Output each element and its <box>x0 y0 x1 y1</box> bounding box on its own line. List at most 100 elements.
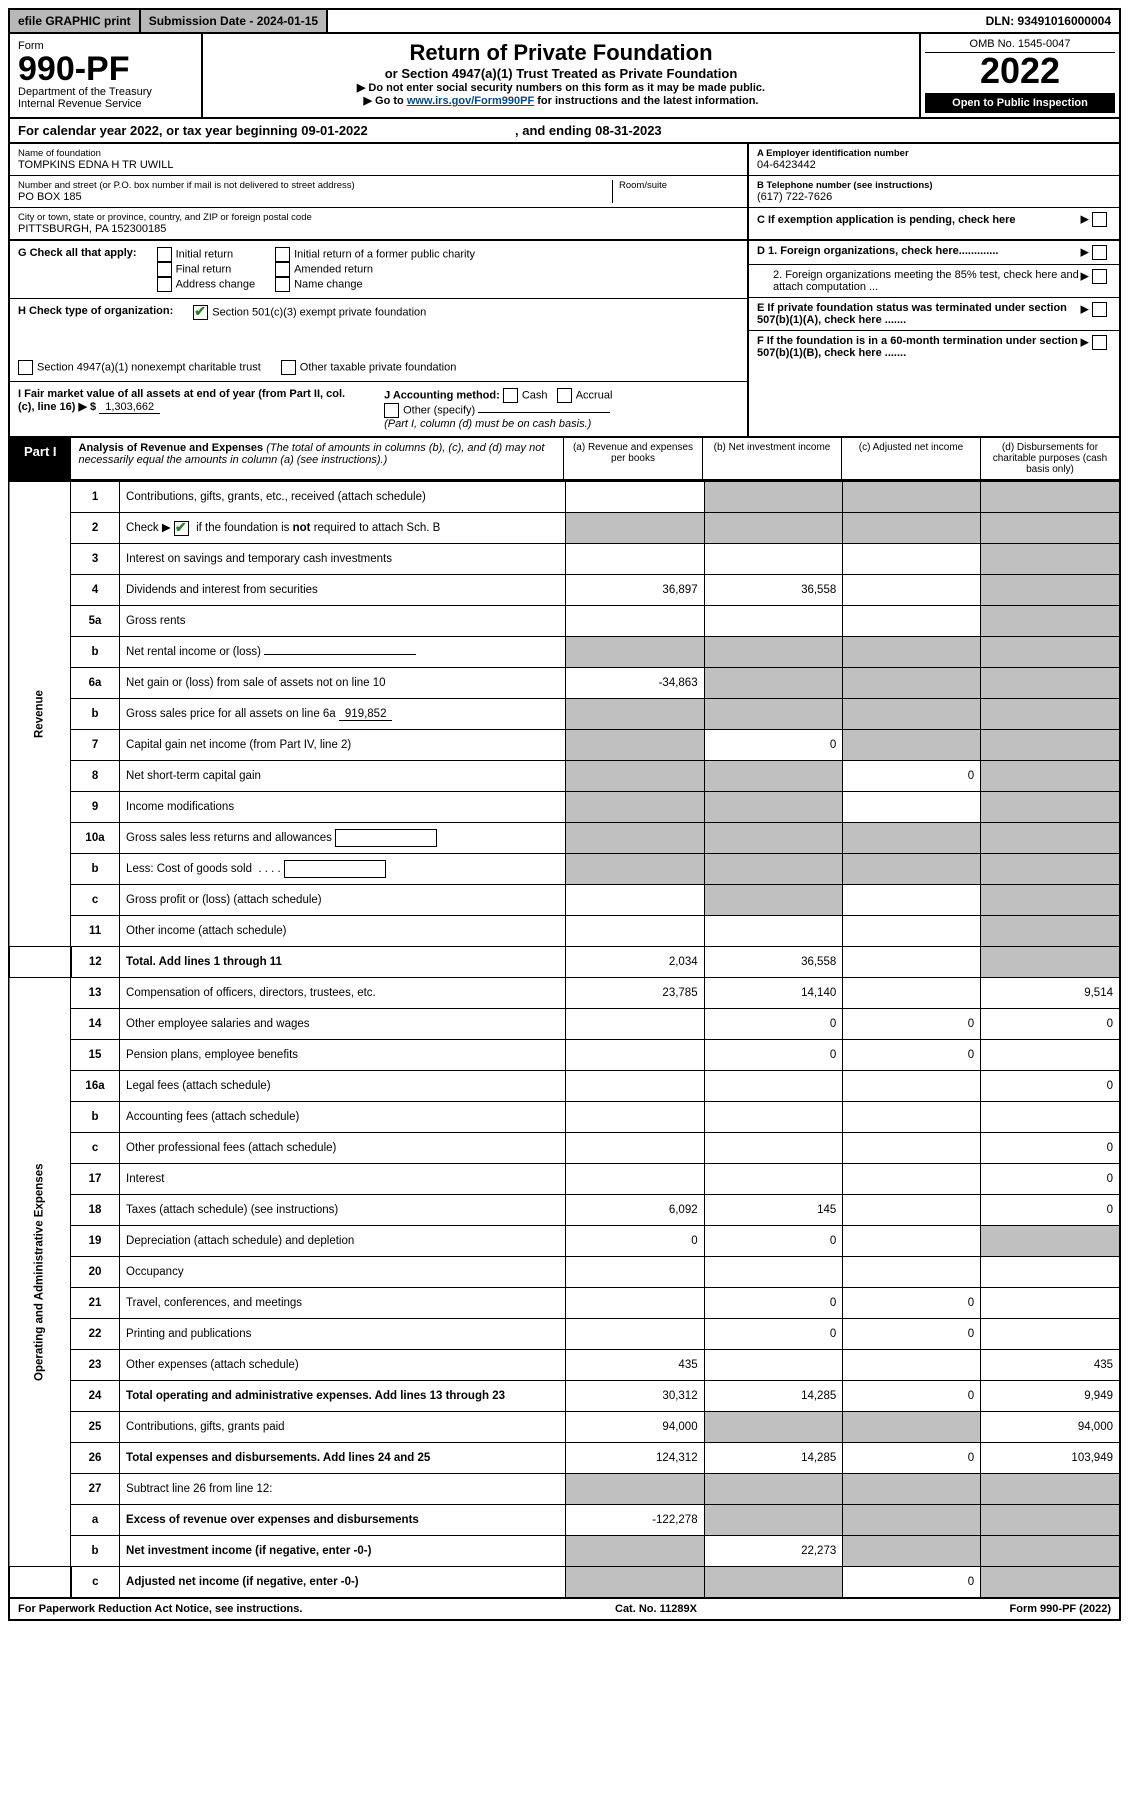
line-4-a: 36,897 <box>565 575 704 606</box>
ij-row: I Fair market value of all assets at end… <box>10 382 747 436</box>
f-checkbox[interactable] <box>1092 335 1107 350</box>
ein-cell: A Employer identification number 04-6423… <box>749 144 1119 176</box>
row-17: 17 Interest 0 <box>9 1164 1120 1195</box>
line-23-d: 435 <box>981 1350 1120 1381</box>
line-21-num: 21 <box>71 1288 120 1319</box>
row-10c: c Gross profit or (loss) (attach schedul… <box>9 885 1120 916</box>
col-d-header: (d) Disbursements for charitable purpose… <box>980 438 1119 479</box>
line-22-desc: Printing and publications <box>120 1319 566 1350</box>
line-18-num: 18 <box>71 1195 120 1226</box>
check-left: G Check all that apply: Initial return F… <box>10 241 749 436</box>
revenue-side-label: Revenue <box>9 482 71 947</box>
h-4947-checkbox[interactable] <box>18 360 33 375</box>
address: PO BOX 185 <box>18 191 612 203</box>
line-13-num: 13 <box>71 978 120 1009</box>
line-27-num: 27 <box>71 1474 120 1505</box>
j-cash-checkbox[interactable] <box>503 388 518 403</box>
part1-desc: Analysis of Revenue and Expenses (The to… <box>71 438 563 479</box>
schb-checkbox[interactable] <box>174 521 189 536</box>
e-checkbox[interactable] <box>1092 302 1107 317</box>
line-14-num: 14 <box>71 1009 120 1040</box>
g-name-checkbox[interactable] <box>275 277 290 292</box>
line-26-a: 124,312 <box>565 1443 704 1474</box>
e-cell: E If private foundation status was termi… <box>749 298 1119 331</box>
line-16c-desc: Other professional fees (attach schedule… <box>120 1133 566 1164</box>
row-10a: 10a Gross sales less returns and allowan… <box>9 823 1120 854</box>
line-6a-a: -34,863 <box>565 668 704 699</box>
line-6b-num: b <box>71 699 120 730</box>
g-former-checkbox[interactable] <box>275 247 290 262</box>
line-7-b: 0 <box>704 730 843 761</box>
row-4: 4 Dividends and interest from securities… <box>9 575 1120 606</box>
g-addr-checkbox[interactable] <box>157 277 172 292</box>
h-501c3-checkbox[interactable] <box>193 305 208 320</box>
c-cell: C If exemption application is pending, c… <box>749 208 1119 231</box>
h-other-checkbox[interactable] <box>281 360 296 375</box>
d1-cell: D 1. Foreign organizations, check here..… <box>749 241 1119 265</box>
d2-checkbox[interactable] <box>1092 269 1107 284</box>
d2-cell: 2. Foreign organizations meeting the 85%… <box>749 265 1119 298</box>
line-27c-desc: Adjusted net income (if negative, enter … <box>120 1567 566 1599</box>
j-other-checkbox[interactable] <box>384 403 399 418</box>
form-number: 990-PF <box>18 52 193 86</box>
d1-checkbox[interactable] <box>1092 245 1107 260</box>
row-21: 21 Travel, conferences, and meetings 00 <box>9 1288 1120 1319</box>
footer-right: Form 990-PF (2022) <box>1010 1603 1111 1615</box>
line-11-desc: Other income (attach schedule) <box>120 916 566 947</box>
line-16c-d: 0 <box>981 1133 1120 1164</box>
g-amended-checkbox[interactable] <box>275 262 290 277</box>
line-6b-desc: Gross sales price for all assets on line… <box>120 699 566 730</box>
row-12: 12 Total. Add lines 1 through 11 2,034 3… <box>9 947 1120 978</box>
j-label: J Accounting method: <box>384 389 500 401</box>
city-label: City or town, state or province, country… <box>18 212 739 223</box>
line-22-c: 0 <box>843 1319 981 1350</box>
g-row: G Check all that apply: Initial return F… <box>10 241 747 299</box>
col-b-header: (b) Net investment income <box>702 438 841 479</box>
expenses-side-label: Operating and Administrative Expenses <box>9 978 71 1567</box>
c-label: C If exemption application is pending, c… <box>757 214 1016 226</box>
line-24-d: 9,949 <box>981 1381 1120 1412</box>
line-18-a: 6,092 <box>565 1195 704 1226</box>
line-9-num: 9 <box>71 792 120 823</box>
line-18-desc: Taxes (attach schedule) (see instruction… <box>120 1195 566 1226</box>
line-16b-desc: Accounting fees (attach schedule) <box>120 1102 566 1133</box>
row-27: 27 Subtract line 26 from line 12: <box>9 1474 1120 1505</box>
h-501c3: Section 501(c)(3) exempt private foundat… <box>212 306 426 318</box>
h-other: Other taxable private foundation <box>300 361 457 373</box>
line-19-num: 19 <box>71 1226 120 1257</box>
row-6a: 6a Net gain or (loss) from sale of asset… <box>9 668 1120 699</box>
j-note: (Part I, column (d) must be on cash basi… <box>384 418 591 430</box>
line-16c-num: c <box>71 1133 120 1164</box>
instructions-link[interactable]: www.irs.gov/Form990PF <box>407 95 534 107</box>
j-accrual-checkbox[interactable] <box>557 388 572 403</box>
line-25-a: 94,000 <box>565 1412 704 1443</box>
i-label: I Fair market value of all assets at end… <box>18 388 345 413</box>
row-19: 19 Depreciation (attach schedule) and de… <box>9 1226 1120 1257</box>
row-27c: c Adjusted net income (if negative, ente… <box>9 1567 1120 1599</box>
line-21-b: 0 <box>704 1288 843 1319</box>
line-12-desc: Total. Add lines 1 through 11 <box>120 947 566 978</box>
row-18: 18 Taxes (attach schedule) (see instruct… <box>9 1195 1120 1226</box>
g-final-checkbox[interactable] <box>157 262 172 277</box>
line-5b-desc: Net rental income or (loss) <box>120 637 566 668</box>
line-5a-num: 5a <box>71 606 120 637</box>
line-21-c: 0 <box>843 1288 981 1319</box>
line-3-desc: Interest on savings and temporary cash i… <box>120 544 566 575</box>
line-18-d: 0 <box>981 1195 1120 1226</box>
line-1-desc: Contributions, gifts, grants, etc., rece… <box>120 482 566 513</box>
line-14-b: 0 <box>704 1009 843 1040</box>
line-13-b: 14,140 <box>704 978 843 1009</box>
line-10a-num: 10a <box>71 823 120 854</box>
calyear-mid: , and ending <box>515 123 595 138</box>
c-checkbox[interactable] <box>1092 212 1107 227</box>
line-14-c: 0 <box>843 1009 981 1040</box>
line-8-c: 0 <box>843 761 981 792</box>
efile-badge[interactable]: efile GRAPHIC print <box>10 10 141 32</box>
row-20: 20 Occupancy <box>9 1257 1120 1288</box>
g-initial-checkbox[interactable] <box>157 247 172 262</box>
line-7-num: 7 <box>71 730 120 761</box>
calyear-end: 08-31-2023 <box>595 123 662 138</box>
row-24: 24 Total operating and administrative ex… <box>9 1381 1120 1412</box>
line-22-b: 0 <box>704 1319 843 1350</box>
row-11: 11 Other income (attach schedule) <box>9 916 1120 947</box>
